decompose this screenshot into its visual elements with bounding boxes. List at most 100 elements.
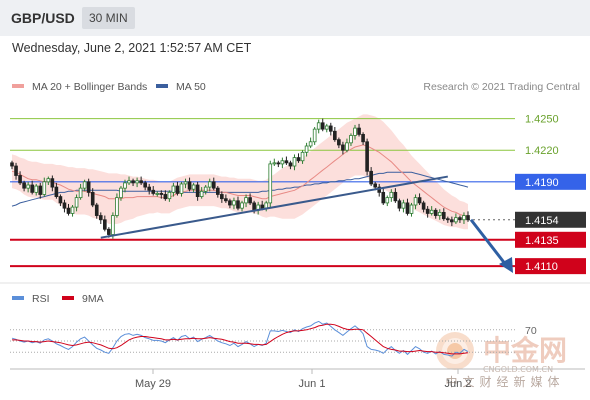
candle bbox=[74, 194, 79, 212]
candle-body bbox=[74, 197, 79, 208]
x-tick-label: Jun 1 bbox=[299, 378, 326, 390]
resistance-label: 1.4250 bbox=[525, 114, 559, 126]
candle bbox=[417, 193, 422, 206]
candle bbox=[38, 182, 43, 199]
candle-body bbox=[381, 191, 386, 204]
candle-body bbox=[462, 215, 466, 221]
candle-body bbox=[115, 197, 119, 216]
candle-body bbox=[82, 181, 87, 189]
candle bbox=[349, 133, 353, 146]
candle-body bbox=[417, 197, 422, 204]
candle-body bbox=[361, 134, 365, 143]
candle-body bbox=[300, 151, 305, 162]
candle bbox=[10, 160, 14, 170]
candle bbox=[244, 194, 248, 208]
candle bbox=[389, 189, 394, 202]
candle bbox=[236, 196, 240, 211]
candle bbox=[30, 180, 34, 195]
candle-body bbox=[405, 202, 410, 214]
candle-body bbox=[123, 182, 127, 189]
candle-body bbox=[248, 197, 252, 204]
candle-body bbox=[433, 209, 438, 216]
ma50-legend-label: MA 50 bbox=[176, 81, 206, 93]
candle bbox=[385, 195, 390, 207]
candle bbox=[409, 202, 414, 217]
candle-body bbox=[341, 144, 345, 151]
candle bbox=[195, 181, 200, 201]
candle bbox=[240, 200, 244, 212]
candle bbox=[86, 178, 91, 197]
candle bbox=[284, 156, 289, 165]
candle-body bbox=[312, 128, 317, 143]
candle-body bbox=[276, 162, 281, 165]
candle bbox=[62, 199, 67, 213]
candle bbox=[280, 157, 285, 169]
candle bbox=[215, 186, 220, 198]
candle bbox=[119, 186, 123, 201]
candle-body bbox=[66, 207, 71, 214]
candle bbox=[337, 137, 341, 149]
candle-body bbox=[345, 142, 349, 151]
candle bbox=[224, 194, 228, 203]
candle bbox=[131, 178, 135, 187]
candle-body bbox=[207, 181, 212, 188]
candle bbox=[433, 208, 438, 219]
candle bbox=[94, 202, 99, 219]
candle bbox=[446, 216, 450, 223]
watermark-logo bbox=[436, 332, 474, 370]
candle-body bbox=[280, 160, 285, 165]
rsi-legend-label: RSI bbox=[32, 293, 50, 305]
candle bbox=[163, 190, 168, 201]
candle bbox=[369, 167, 373, 187]
bollinger-legend-label: MA 20 + Bollinger Bands bbox=[32, 81, 147, 93]
candle bbox=[183, 178, 188, 189]
candle-body bbox=[365, 141, 369, 172]
candle-body bbox=[14, 165, 18, 176]
candle-body bbox=[159, 193, 164, 195]
projection-arrow bbox=[469, 218, 508, 266]
candle-body bbox=[268, 163, 273, 204]
candle bbox=[135, 177, 139, 188]
candle bbox=[14, 162, 18, 180]
candle bbox=[139, 176, 143, 185]
candle bbox=[211, 177, 216, 191]
candle bbox=[175, 181, 180, 196]
candle bbox=[276, 160, 281, 168]
candle-body bbox=[284, 160, 289, 164]
candle-body bbox=[78, 187, 83, 199]
ma50-legend-swatch bbox=[156, 84, 168, 88]
support-label-box bbox=[515, 231, 586, 248]
candle-body bbox=[10, 162, 14, 167]
candle bbox=[228, 198, 232, 209]
candle bbox=[127, 176, 131, 185]
candle bbox=[292, 154, 297, 171]
watermark-slogan: 中文财经新媒体 bbox=[445, 374, 564, 389]
candle bbox=[365, 138, 369, 176]
candle bbox=[199, 187, 204, 199]
candle-body bbox=[425, 208, 430, 214]
candle-body bbox=[369, 170, 373, 185]
candle bbox=[345, 138, 349, 153]
bollinger-band bbox=[12, 114, 468, 230]
candle bbox=[268, 160, 273, 208]
timeframe-button[interactable]: 30 MIN bbox=[82, 7, 135, 29]
candle-body bbox=[22, 182, 26, 189]
candle-body bbox=[353, 127, 357, 136]
candles bbox=[10, 118, 470, 239]
candle-body bbox=[131, 180, 135, 184]
candle bbox=[232, 197, 236, 210]
pivot-label: 1.4190 bbox=[525, 177, 559, 189]
candle bbox=[203, 184, 208, 195]
candle-body bbox=[203, 186, 208, 192]
candle bbox=[66, 203, 71, 216]
candle bbox=[361, 132, 365, 145]
candle-body bbox=[30, 184, 34, 193]
candle bbox=[167, 190, 172, 202]
support-label: 1.4135 bbox=[525, 235, 559, 247]
candle bbox=[143, 180, 147, 191]
candle bbox=[22, 180, 26, 192]
candle-body bbox=[191, 184, 196, 190]
candle bbox=[288, 160, 293, 170]
candle-body bbox=[187, 181, 192, 190]
resistance-label: 1.4220 bbox=[525, 145, 559, 157]
